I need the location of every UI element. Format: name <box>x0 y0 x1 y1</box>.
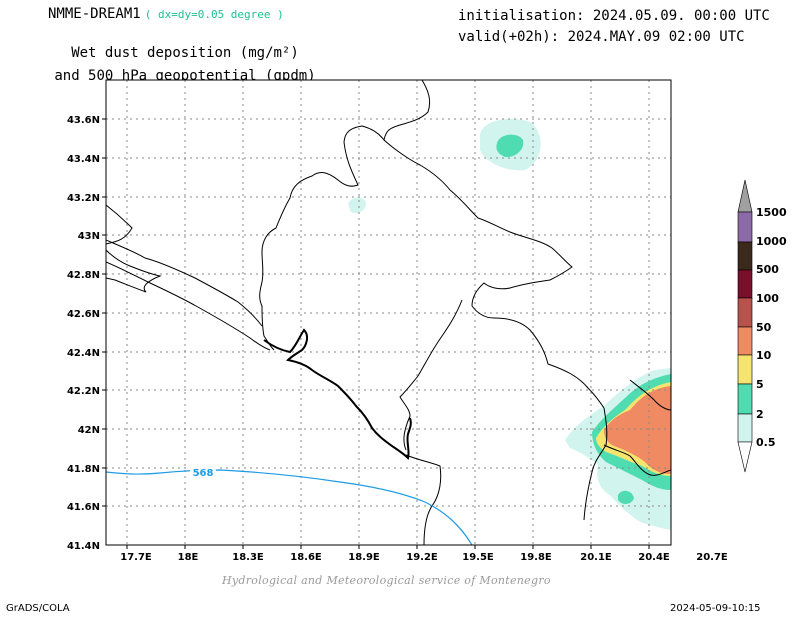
lon-tick-label: 17.7E <box>120 552 152 563</box>
colorbar-swatch <box>737 297 753 328</box>
border-serbia-west <box>383 139 573 307</box>
border-albania-south <box>405 454 442 545</box>
software-label: GrADS/COLA <box>6 603 70 614</box>
credit-text: Hydrological and Meteorological service … <box>222 574 551 587</box>
colorbar <box>737 179 753 473</box>
dust-level-10 <box>604 386 671 474</box>
colorbar-swatch <box>737 413 753 443</box>
dust-patch-small <box>348 197 366 213</box>
colorbar-swatch <box>737 241 753 271</box>
lon-tick-label: 18.6E <box>290 552 322 563</box>
contour-label: 568 <box>193 468 214 479</box>
colorbar-swatch <box>737 211 753 243</box>
lat-tick-label: 42.4N <box>67 348 100 359</box>
colorbar-top-arrow <box>737 179 753 213</box>
colorbar-label: 1500 <box>756 206 787 219</box>
lat-tick-label: 42.8N <box>67 270 100 281</box>
lat-tick-label: 41.8N <box>67 464 100 475</box>
colorbar-swatch <box>737 326 753 356</box>
colorbar-label: 2 <box>756 408 764 421</box>
colorbar-swatch <box>737 354 753 385</box>
lat-tick-label: 43.6N <box>67 115 100 126</box>
coastline-peninsula <box>106 261 271 351</box>
lon-tick-marks <box>126 545 650 549</box>
border-greece <box>629 379 671 411</box>
lon-tick-label: 20.7E <box>696 552 728 563</box>
colorbar-label: 10 <box>756 349 772 362</box>
colorbar-label: 5 <box>756 378 764 391</box>
colorbar-swatch <box>737 383 753 415</box>
longitude-labels: 17.7E 18E 18.3E 18.6E 18.9E 19.2E 19.5E … <box>120 552 728 563</box>
lon-tick-label: 19.2E <box>406 552 438 563</box>
country-borders <box>106 80 671 545</box>
model-name: NMME-DREAM1( dx=dy=0.05 degree ) <box>48 6 284 22</box>
lat-tick-label: 41.6N <box>67 502 100 513</box>
colorbar-label: 1000 <box>756 235 787 248</box>
valid-time: valid(+02h): 2024.MAY.09 02:00 UTC <box>458 29 745 45</box>
border-macedonia <box>603 444 671 476</box>
border-albania-east <box>583 407 608 521</box>
colorbar-swatch <box>737 269 753 299</box>
title-line-1: Wet dust deposition (mg/m²) <box>71 45 299 61</box>
border-bosnia <box>106 204 133 245</box>
coastline-montenegro <box>263 328 412 460</box>
lat-tick-label: 42.2N <box>67 386 100 397</box>
geopotential-contour-568 <box>106 469 473 545</box>
lon-tick-label: 18E <box>178 552 199 563</box>
colorbar-label: 500 <box>756 263 779 276</box>
colorbar-bottom-arrow <box>737 441 753 473</box>
border-albania-north <box>399 299 463 451</box>
border-croatia-coast <box>106 239 263 327</box>
resolution-label: ( dx=dy=0.05 degree ) <box>144 8 284 21</box>
lat-tick-label: 42N <box>78 425 100 436</box>
colorbar-label: 50 <box>756 321 772 334</box>
timestamp-label: 2024-05-09-10:15 <box>670 603 761 614</box>
border-kosovo <box>471 305 605 409</box>
lon-tick-label: 20.4E <box>638 552 670 563</box>
dust-patch-north-core <box>496 134 524 158</box>
latitude-labels: 43.6N 43.4N 43.2N 43N 42.8N 42.6N 42.4N … <box>67 115 100 552</box>
lat-tick-label: 43.4N <box>67 154 100 165</box>
lat-tick-label: 43.2N <box>67 193 100 204</box>
lon-tick-label: 18.3E <box>232 552 264 563</box>
border-montenegro <box>259 80 431 351</box>
colorbar-label: 100 <box>756 292 779 305</box>
coastline-west <box>106 249 162 293</box>
dust-patch-south <box>618 490 634 504</box>
lat-tick-label: 41.4N <box>67 541 100 552</box>
map-area: 568 <box>106 80 671 545</box>
colorbar-labels: 1500 1000 500 100 50 10 5 2 0.5 <box>756 206 787 449</box>
lat-tick-marks <box>102 118 106 507</box>
lon-tick-label: 18.9E <box>348 552 380 563</box>
lon-tick-label: 19.8E <box>520 552 552 563</box>
run-info: initialisation: 2024.05.09. 00:00 UTC va… <box>458 6 770 48</box>
lat-tick-label: 42.6N <box>67 309 100 320</box>
colorbar-label: 0.5 <box>756 436 776 449</box>
lon-tick-label: 19.5E <box>462 552 494 563</box>
dust-deposition-field <box>348 118 671 530</box>
lat-tick-label: 43N <box>78 231 100 242</box>
lon-tick-label: 20.1E <box>580 552 612 563</box>
init-time: initialisation: 2024.05.09. 00:00 UTC <box>458 8 770 24</box>
map-grid <box>106 80 671 545</box>
